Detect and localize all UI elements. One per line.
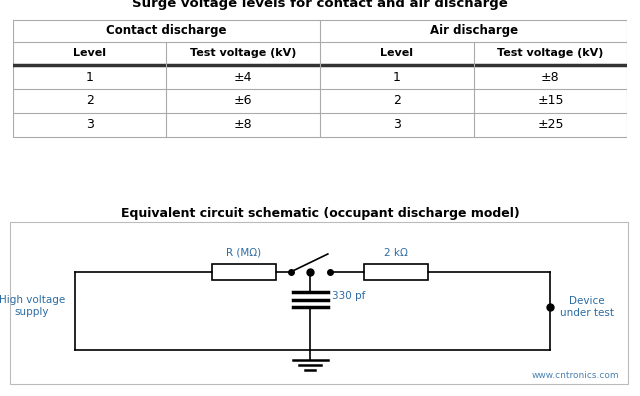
Text: ±25: ±25	[537, 118, 564, 131]
Text: 1: 1	[86, 71, 93, 84]
Text: ±15: ±15	[537, 95, 564, 107]
Text: Equivalent circuit schematic (occupant discharge model): Equivalent circuit schematic (occupant d…	[120, 208, 520, 221]
Text: 3: 3	[393, 118, 401, 131]
Text: www.cntronics.com: www.cntronics.com	[531, 371, 619, 380]
Text: Surge voltage levels for contact and air discharge: Surge voltage levels for contact and air…	[132, 0, 508, 10]
Text: 2 kΩ: 2 kΩ	[384, 248, 408, 258]
Text: ±8: ±8	[234, 118, 253, 131]
Bar	[10, 222, 628, 384]
Text: R (MΩ): R (MΩ)	[227, 248, 262, 258]
Text: ±8: ±8	[541, 71, 560, 84]
Text: Contact discharge: Contact discharge	[106, 24, 227, 37]
Text: Air discharge: Air discharge	[429, 24, 518, 37]
Text: 3: 3	[86, 118, 93, 131]
Text: 2: 2	[393, 95, 401, 107]
Bar	[212, 264, 276, 280]
Text: High voltage
supply: High voltage supply	[0, 295, 65, 317]
Text: ±4: ±4	[234, 71, 252, 84]
Text: Device
under test: Device under test	[560, 296, 614, 318]
Text: Level: Level	[380, 48, 413, 59]
Text: 2: 2	[86, 95, 93, 107]
Text: 1: 1	[393, 71, 401, 84]
Text: Level: Level	[73, 48, 106, 59]
Text: ±6: ±6	[234, 95, 252, 107]
Text: Test voltage (kV): Test voltage (kV)	[497, 48, 604, 59]
Text: 330 pf: 330 pf	[332, 291, 365, 301]
Text: Test voltage (kV): Test voltage (kV)	[190, 48, 296, 59]
Bar	[364, 264, 428, 280]
